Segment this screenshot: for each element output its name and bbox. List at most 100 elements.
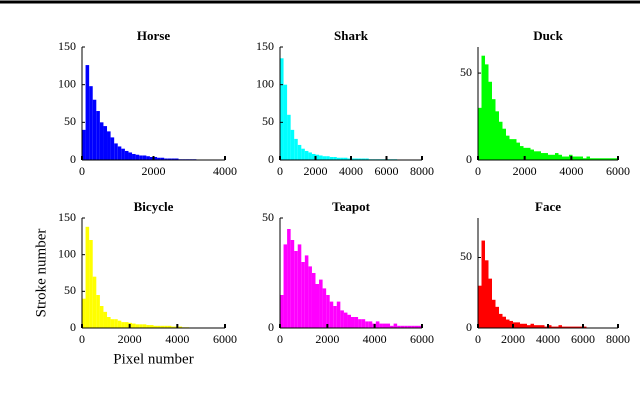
- bar: [583, 158, 587, 160]
- bar: [365, 158, 369, 160]
- bar: [326, 156, 330, 160]
- x-tick-label: 2000: [513, 164, 537, 178]
- bar: [516, 142, 520, 160]
- bar: [117, 146, 122, 160]
- bar: [506, 135, 510, 160]
- bar: [343, 157, 348, 160]
- bar: [96, 295, 100, 328]
- bar: [343, 312, 348, 328]
- bar: [164, 325, 168, 328]
- bar: [509, 139, 513, 160]
- bar: [572, 156, 576, 160]
- bar: [368, 321, 373, 328]
- bar: [89, 240, 93, 328]
- bar: [160, 157, 165, 160]
- bar: [304, 150, 309, 160]
- bar: [329, 301, 334, 328]
- bar: [565, 326, 569, 328]
- y-tick-label: 100: [58, 246, 76, 260]
- bar: [351, 158, 355, 160]
- x-tick-label: 8000: [410, 164, 434, 178]
- y-tick-label: 100: [256, 76, 274, 90]
- bar: [153, 325, 158, 328]
- bar: [509, 320, 513, 328]
- bar: [149, 325, 154, 328]
- bar: [142, 324, 147, 328]
- bar: [481, 55, 485, 160]
- bar: [149, 156, 154, 160]
- bar: [523, 323, 527, 328]
- y-tick-label: 50: [64, 283, 76, 297]
- bar: [400, 325, 405, 328]
- y-axis-label: Stroke number: [33, 229, 49, 318]
- x-tick-label: 0: [79, 332, 85, 346]
- bar: [530, 323, 534, 328]
- bar: [110, 319, 115, 328]
- x-tick-label: 2000: [501, 332, 525, 346]
- bar: [407, 325, 412, 328]
- bar: [171, 326, 175, 328]
- bar: [590, 158, 594, 160]
- chart-title: Shark: [334, 28, 369, 43]
- bar: [548, 325, 552, 328]
- bar: [365, 321, 369, 328]
- y-tick-label: 0: [268, 320, 274, 334]
- x-tick-label: 0: [79, 164, 85, 178]
- bar: [178, 326, 183, 328]
- bar: [520, 323, 524, 328]
- bar: [485, 260, 489, 328]
- bar: [583, 326, 587, 328]
- bar: [297, 144, 302, 160]
- bar: [488, 81, 492, 160]
- bar: [103, 311, 108, 328]
- bar: [132, 153, 136, 160]
- bar: [319, 279, 323, 328]
- bar: [492, 99, 496, 160]
- bar: [287, 229, 291, 328]
- x-tick-label: 0: [475, 332, 481, 346]
- bar: [280, 58, 284, 160]
- y-tick-label: 0: [268, 152, 274, 166]
- bar: [614, 158, 618, 160]
- y-tick-label: 100: [58, 76, 76, 90]
- bar: [85, 226, 90, 328]
- x-tick-label: 4000: [339, 164, 363, 178]
- bar: [160, 325, 165, 328]
- bar: [411, 325, 415, 328]
- bar: [121, 148, 125, 160]
- bar: [315, 284, 320, 328]
- bar: [114, 319, 118, 328]
- bar: [333, 306, 337, 328]
- bar: [96, 111, 100, 160]
- x-tick-label: 2000: [304, 164, 328, 178]
- bar: [502, 316, 506, 328]
- x-tick-label: 0: [277, 164, 283, 178]
- bar: [555, 326, 559, 328]
- bar: [579, 326, 583, 328]
- bar: [107, 317, 111, 328]
- bar: [379, 323, 383, 328]
- bar: [333, 156, 337, 160]
- bar: [499, 121, 503, 160]
- bar: [336, 157, 341, 160]
- bar: [604, 158, 608, 160]
- bar: [319, 155, 323, 160]
- x-tick-label: 6000: [410, 332, 434, 346]
- bar: [124, 322, 129, 328]
- bar: [393, 323, 398, 328]
- bar: [562, 156, 566, 160]
- bar: [99, 122, 104, 160]
- bar: [534, 151, 538, 160]
- bar: [404, 325, 408, 328]
- bar: [572, 326, 576, 328]
- y-tick-label: 150: [58, 39, 76, 53]
- bar: [311, 273, 316, 328]
- bar: [92, 276, 97, 328]
- bar: [308, 266, 312, 328]
- bar: [322, 288, 327, 328]
- bar: [548, 154, 552, 160]
- x-tick-label: 6000: [571, 332, 595, 346]
- bar: [157, 157, 161, 160]
- bar: [478, 107, 482, 160]
